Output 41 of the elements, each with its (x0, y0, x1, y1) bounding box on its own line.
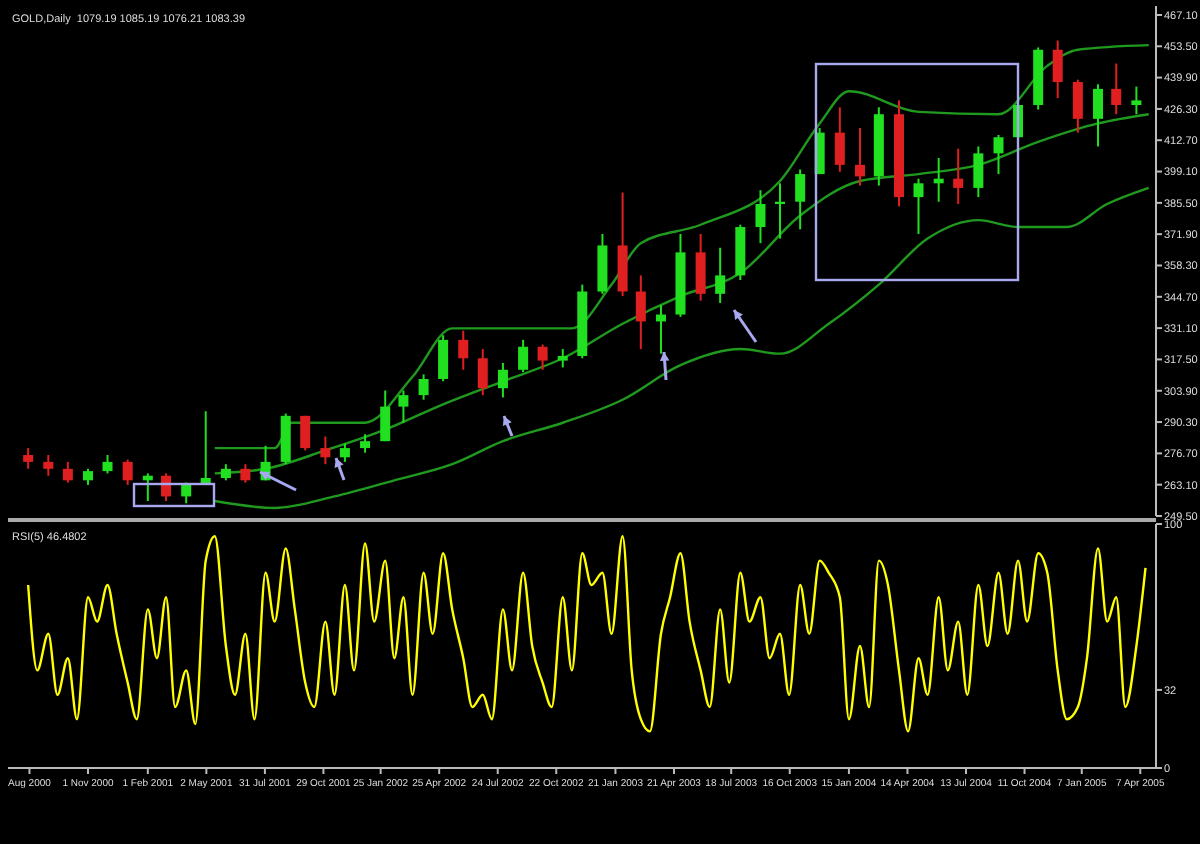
candlestick (1131, 85, 1142, 116)
candlestick (913, 177, 924, 235)
candlestick (518, 338, 529, 374)
candlestick (339, 442, 350, 463)
candlestick (280, 412, 291, 466)
candlestick (973, 145, 984, 199)
candlestick (102, 453, 113, 475)
candlestick (300, 414, 311, 452)
candlestick (635, 274, 646, 351)
candlestick (438, 334, 449, 383)
candlestick (1052, 39, 1063, 100)
candlestick (380, 389, 391, 443)
candlestick (360, 433, 371, 454)
candlestick (122, 458, 133, 486)
line-series (213, 43, 1150, 450)
candlestick (320, 435, 331, 466)
candlestick (43, 453, 54, 477)
candlestick (597, 232, 608, 295)
candlestick (854, 127, 865, 187)
candlestick (795, 168, 806, 231)
candlestick (23, 447, 34, 470)
candlestick (418, 373, 429, 401)
candlestick (477, 348, 488, 397)
line-series (213, 186, 1150, 510)
candlestick (537, 343, 548, 371)
candlestick (695, 232, 706, 302)
candlestick (953, 147, 964, 206)
candlestick (1072, 78, 1083, 134)
candlestick (617, 191, 628, 298)
candlestick (1093, 83, 1104, 148)
candlestick (458, 329, 469, 371)
candlestick (993, 133, 1004, 176)
candlestick (834, 106, 845, 173)
candlestick (715, 246, 726, 305)
candlestick (240, 463, 251, 484)
candlestick (398, 389, 409, 424)
candlestick (755, 189, 766, 245)
candlestick (557, 348, 568, 369)
candlestick (1111, 62, 1122, 116)
candlestick (497, 361, 508, 399)
candlestick (62, 460, 73, 484)
